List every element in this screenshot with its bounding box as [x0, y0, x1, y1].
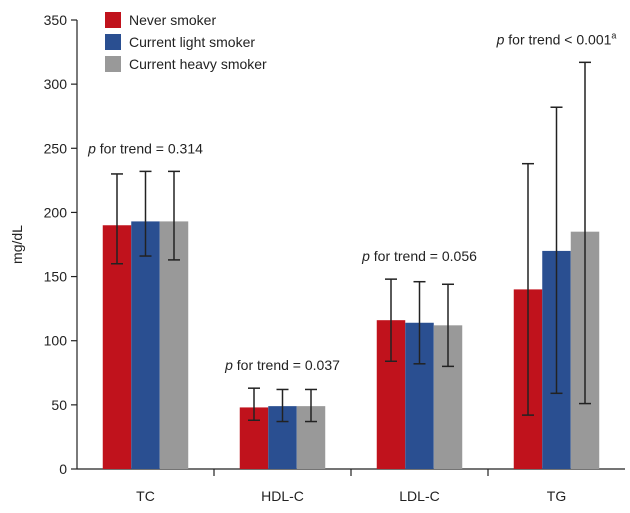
bars: [102, 221, 600, 469]
y-tick-label: 0: [59, 461, 67, 477]
legend-label: Never smoker: [129, 12, 216, 28]
legend-item: Never smoker: [105, 12, 216, 28]
legend-label: Current light smoker: [129, 34, 255, 50]
legend-item: Current heavy smoker: [105, 56, 267, 72]
y-tick-label: 250: [44, 140, 68, 156]
bar-tc-3: [159, 221, 189, 469]
annotations: p for trend = 0.314 p for trend = 0.037 p …: [87, 30, 616, 373]
axes: 0 50 100 150 200 250 300 350 TC HDL-C LDL-C TG: [44, 12, 625, 504]
error-bar: [139, 170, 152, 257]
trend-annotation: p for trend = 0.314: [87, 140, 203, 156]
error-bar: [550, 106, 563, 395]
y-tick-label: 100: [44, 333, 68, 349]
y-tick-label: 50: [51, 397, 67, 413]
legend-item: Current light smoker: [105, 34, 255, 50]
x-tick-label: TC: [136, 488, 155, 504]
x-tick-label: TG: [547, 488, 566, 504]
error-bar: [111, 173, 123, 265]
y-tick-label: 300: [44, 76, 68, 92]
error-bar: [385, 278, 397, 362]
error-bars: [111, 61, 591, 423]
legend-swatch: [105, 12, 121, 28]
legend-swatch: [105, 34, 121, 50]
error-bar: [413, 280, 426, 365]
error-bar: [248, 387, 260, 422]
error-bar: [168, 170, 180, 261]
error-bar: [305, 388, 317, 423]
error-bar: [579, 61, 591, 405]
y-tick-label: 350: [44, 12, 68, 28]
y-tick-label: 200: [44, 204, 68, 220]
x-tick-label: LDL-C: [399, 488, 439, 504]
error-bar: [522, 162, 534, 416]
error-bar: [276, 388, 289, 423]
trend-annotation: p for trend = 0.056: [361, 248, 477, 264]
legend: Never smoker Current light smoker Current …: [105, 12, 267, 72]
y-tick-label: 150: [44, 269, 68, 285]
x-tick-label: HDL-C: [261, 488, 304, 504]
legend-label: Current heavy smoker: [129, 56, 267, 72]
bar-tc-2: [131, 221, 160, 469]
trend-annotation: p for trend < 0.001a: [496, 30, 617, 47]
y-axis-label: mg/dL: [9, 225, 25, 264]
trend-annotation: p for trend = 0.037: [224, 357, 340, 373]
bar-tc-1: [102, 225, 132, 469]
legend-swatch: [105, 56, 121, 72]
error-bar: [442, 283, 454, 368]
